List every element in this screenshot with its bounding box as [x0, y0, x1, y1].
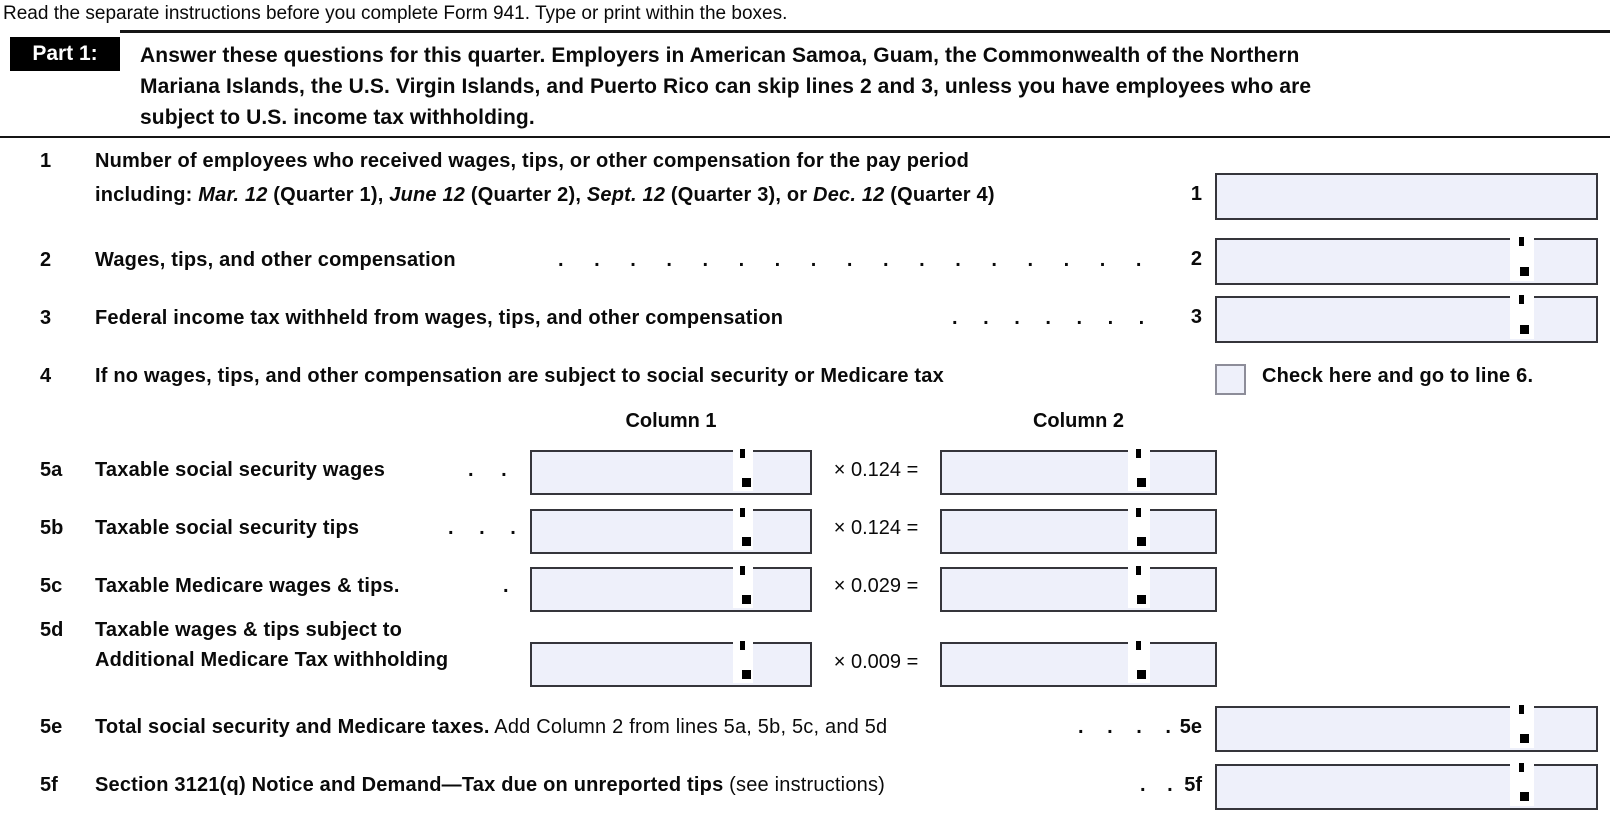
decimal-point: [1137, 595, 1146, 604]
column1-header: Column 1: [625, 410, 717, 432]
line5e-text: Total social security and Medicare taxes…: [95, 716, 888, 738]
line2-dot-leaders: . . . . . . . . . . . . . . . . .: [558, 249, 1142, 271]
line5c-text: Taxable Medicare wages & tips.: [95, 575, 400, 597]
cents-divider-tick: [1136, 508, 1141, 517]
line1-text-line1: Number of employees who received wages, …: [95, 150, 970, 172]
line1-number: 1: [40, 150, 52, 172]
line1-text-line2: including: Mar. 12 (Quarter 1), June 12 …: [95, 184, 995, 206]
line5b-multiplier: × 0.124 =: [833, 517, 919, 539]
cents-divider-tick: [740, 641, 745, 650]
line5a-multiplier: × 0.124 =: [833, 459, 919, 481]
part1-heading-line2: Mariana Islands, the U.S. Virgin Islands…: [140, 75, 1312, 98]
line4-checkbox-label: Check here and go to line 6.: [1262, 365, 1534, 387]
decimal-point: [1520, 325, 1529, 334]
line5e-amount-label: 5e: [1179, 716, 1202, 738]
line5f-input[interactable]: [1215, 763, 1598, 810]
line3-text: Federal income tax withheld from wages, …: [95, 307, 784, 329]
line5f-dot-leaders: . .: [1140, 774, 1173, 796]
decimal-point: [742, 478, 751, 487]
decimal-point: [742, 595, 751, 604]
line5c-multiplier: × 0.029 =: [833, 575, 919, 597]
line5f-text: Section 3121(q) Notice and Demand—Tax du…: [95, 774, 886, 796]
heading-bottom-rule: [0, 136, 1610, 138]
line5a-number: 5a: [40, 459, 63, 481]
line5b-col2-input[interactable]: [940, 508, 1217, 554]
cents-divider-tick: [740, 449, 745, 458]
part1-label: Part 1:: [10, 37, 120, 71]
part1-heading-line3: subject to U.S. income tax withholding.: [140, 106, 535, 129]
part1-heading: Answer these questions for this quarter.…: [140, 40, 1570, 133]
line5e-input[interactable]: [1215, 705, 1598, 752]
line2-input[interactable]: [1215, 237, 1598, 285]
cents-divider-tick: [1519, 237, 1524, 246]
line5a-text: Taxable social security wages: [95, 459, 386, 481]
decimal-point: [1520, 267, 1529, 276]
decimal-point: [1520, 734, 1529, 743]
line5d-multiplier: × 0.009 =: [833, 651, 919, 673]
cents-divider-tick: [1519, 295, 1524, 304]
decimal-point: [742, 537, 751, 546]
line3-number: 3: [40, 307, 52, 329]
line5c-col2-input[interactable]: [940, 566, 1217, 612]
decimal-point: [1137, 478, 1146, 487]
line5c-dot-leaders: .: [503, 575, 509, 597]
line5b-number: 5b: [40, 517, 64, 539]
decimal-point: [1137, 670, 1146, 679]
line5c-number: 5c: [40, 575, 63, 597]
line5d-number: 5d: [40, 619, 64, 641]
line5e-dot-leaders: . . . .: [1078, 716, 1171, 738]
line3-input[interactable]: [1215, 295, 1598, 343]
cents-divider-tick: [740, 508, 745, 517]
line1-amount-label: 1: [1190, 183, 1202, 205]
line5d-col2-input[interactable]: [940, 641, 1217, 687]
part1-heading-line1: Answer these questions for this quarter.…: [140, 44, 1300, 67]
line2-amount-label: 2: [1190, 248, 1202, 270]
cents-divider-tick: [1519, 705, 1524, 714]
line5d-text-line2: Additional Medicare Tax withholding: [95, 649, 449, 671]
cents-divider-tick: [1136, 566, 1141, 575]
line5b-text: Taxable social security tips: [95, 517, 360, 539]
line5c-col1-input[interactable]: [530, 566, 812, 612]
line5b-dot-leaders: . . .: [448, 517, 516, 539]
decimal-point: [742, 670, 751, 679]
form-instruction: Read the separate instructions before yo…: [3, 3, 788, 24]
line5e-number: 5e: [40, 716, 63, 738]
line1-input[interactable]: [1215, 173, 1598, 220]
line5f-number: 5f: [40, 774, 58, 796]
cents-divider-tick: [1519, 763, 1524, 772]
line2-text: Wages, tips, and other compensation: [95, 249, 456, 271]
line5b-col1-input[interactable]: [530, 508, 812, 554]
line4-checkbox[interactable]: [1215, 364, 1246, 395]
line2-number: 2: [40, 249, 52, 271]
line5a-dot-leaders: . .: [468, 459, 507, 481]
line5a-col1-input[interactable]: [530, 449, 812, 495]
line5a-col2-input[interactable]: [940, 449, 1217, 495]
line4-number: 4: [40, 365, 52, 387]
decimal-point: [1520, 792, 1529, 801]
column2-header: Column 2: [1032, 410, 1125, 432]
line4-text: If no wages, tips, and other compensatio…: [95, 365, 944, 387]
line3-amount-label: 3: [1190, 306, 1202, 328]
line5d-col1-input[interactable]: [530, 641, 812, 687]
cents-divider-tick: [740, 566, 745, 575]
cents-divider-tick: [1136, 641, 1141, 650]
top-rule: [120, 30, 1610, 33]
decimal-point: [1137, 537, 1146, 546]
line5d-text-line1: Taxable wages & tips subject to: [95, 619, 403, 641]
line5f-amount-label: 5f: [1184, 774, 1202, 796]
line3-dot-leaders: . . . . . . .: [952, 307, 1145, 329]
cents-divider-tick: [1136, 449, 1141, 458]
